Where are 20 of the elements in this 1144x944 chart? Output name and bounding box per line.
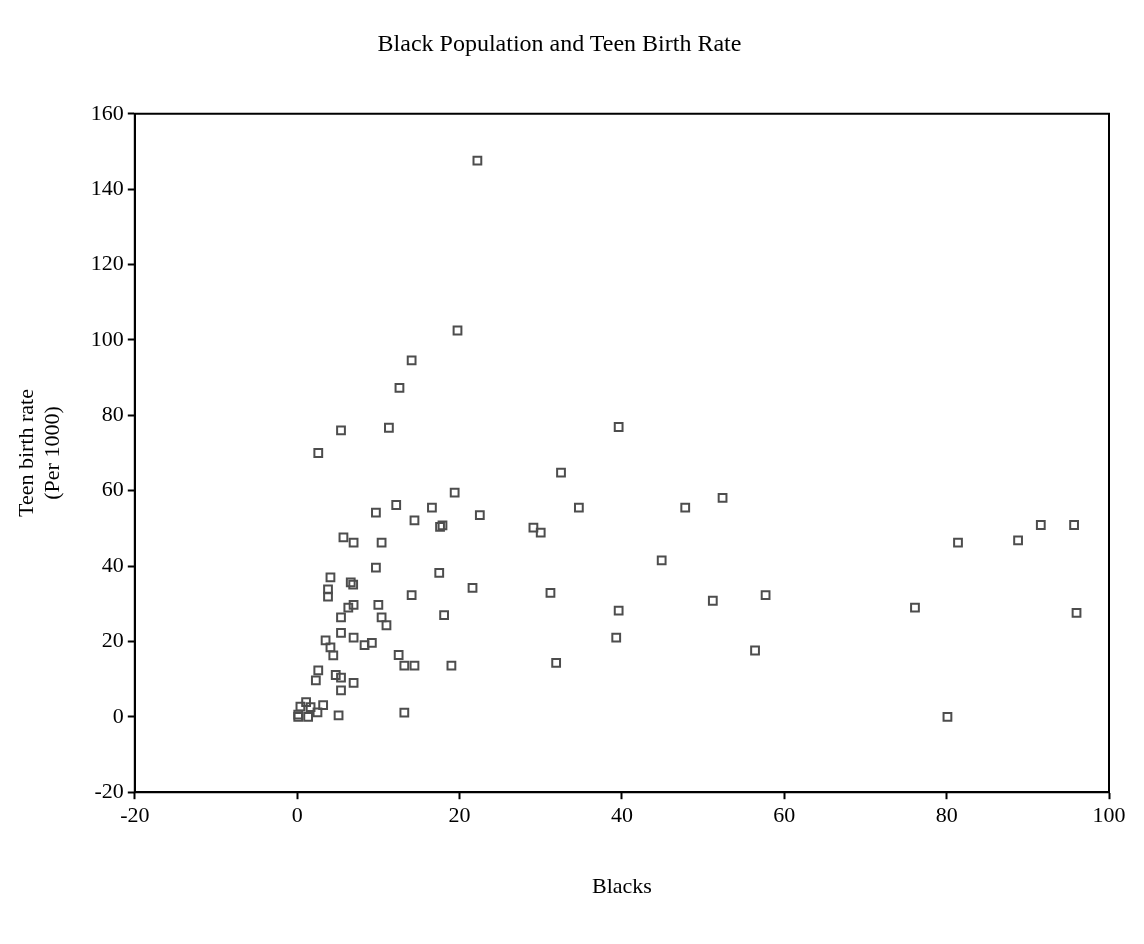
x-tick-label: 80 — [935, 802, 958, 828]
y-tick-label: 100 — [90, 325, 124, 351]
y-tick-label: 140 — [90, 174, 124, 200]
chart-title: Black Population and Teen Birth Rate — [377, 29, 742, 56]
y-tick-label: 20 — [101, 627, 124, 653]
x-axis-title: Blacks — [591, 872, 652, 898]
x-tick-label: 20 — [448, 802, 471, 828]
y-tick-label: 60 — [101, 476, 124, 502]
y-tick-label: 80 — [101, 401, 124, 427]
y-tick-label: 160 — [90, 99, 124, 125]
x-tick-label: 40 — [610, 802, 633, 828]
x-tick-label: 0 — [291, 802, 303, 828]
y-axis-title: Teen birth rate (Per 1000) — [12, 389, 65, 517]
x-tick-label: 100 — [1092, 802, 1126, 828]
x-tick-label: -20 — [120, 802, 150, 828]
y-tick-label: -20 — [94, 777, 124, 803]
x-tick-label: 60 — [773, 802, 796, 828]
y-tick-label: 0 — [112, 702, 124, 728]
y-tick-label: 120 — [90, 250, 124, 276]
y-tick-label: 40 — [101, 551, 124, 577]
